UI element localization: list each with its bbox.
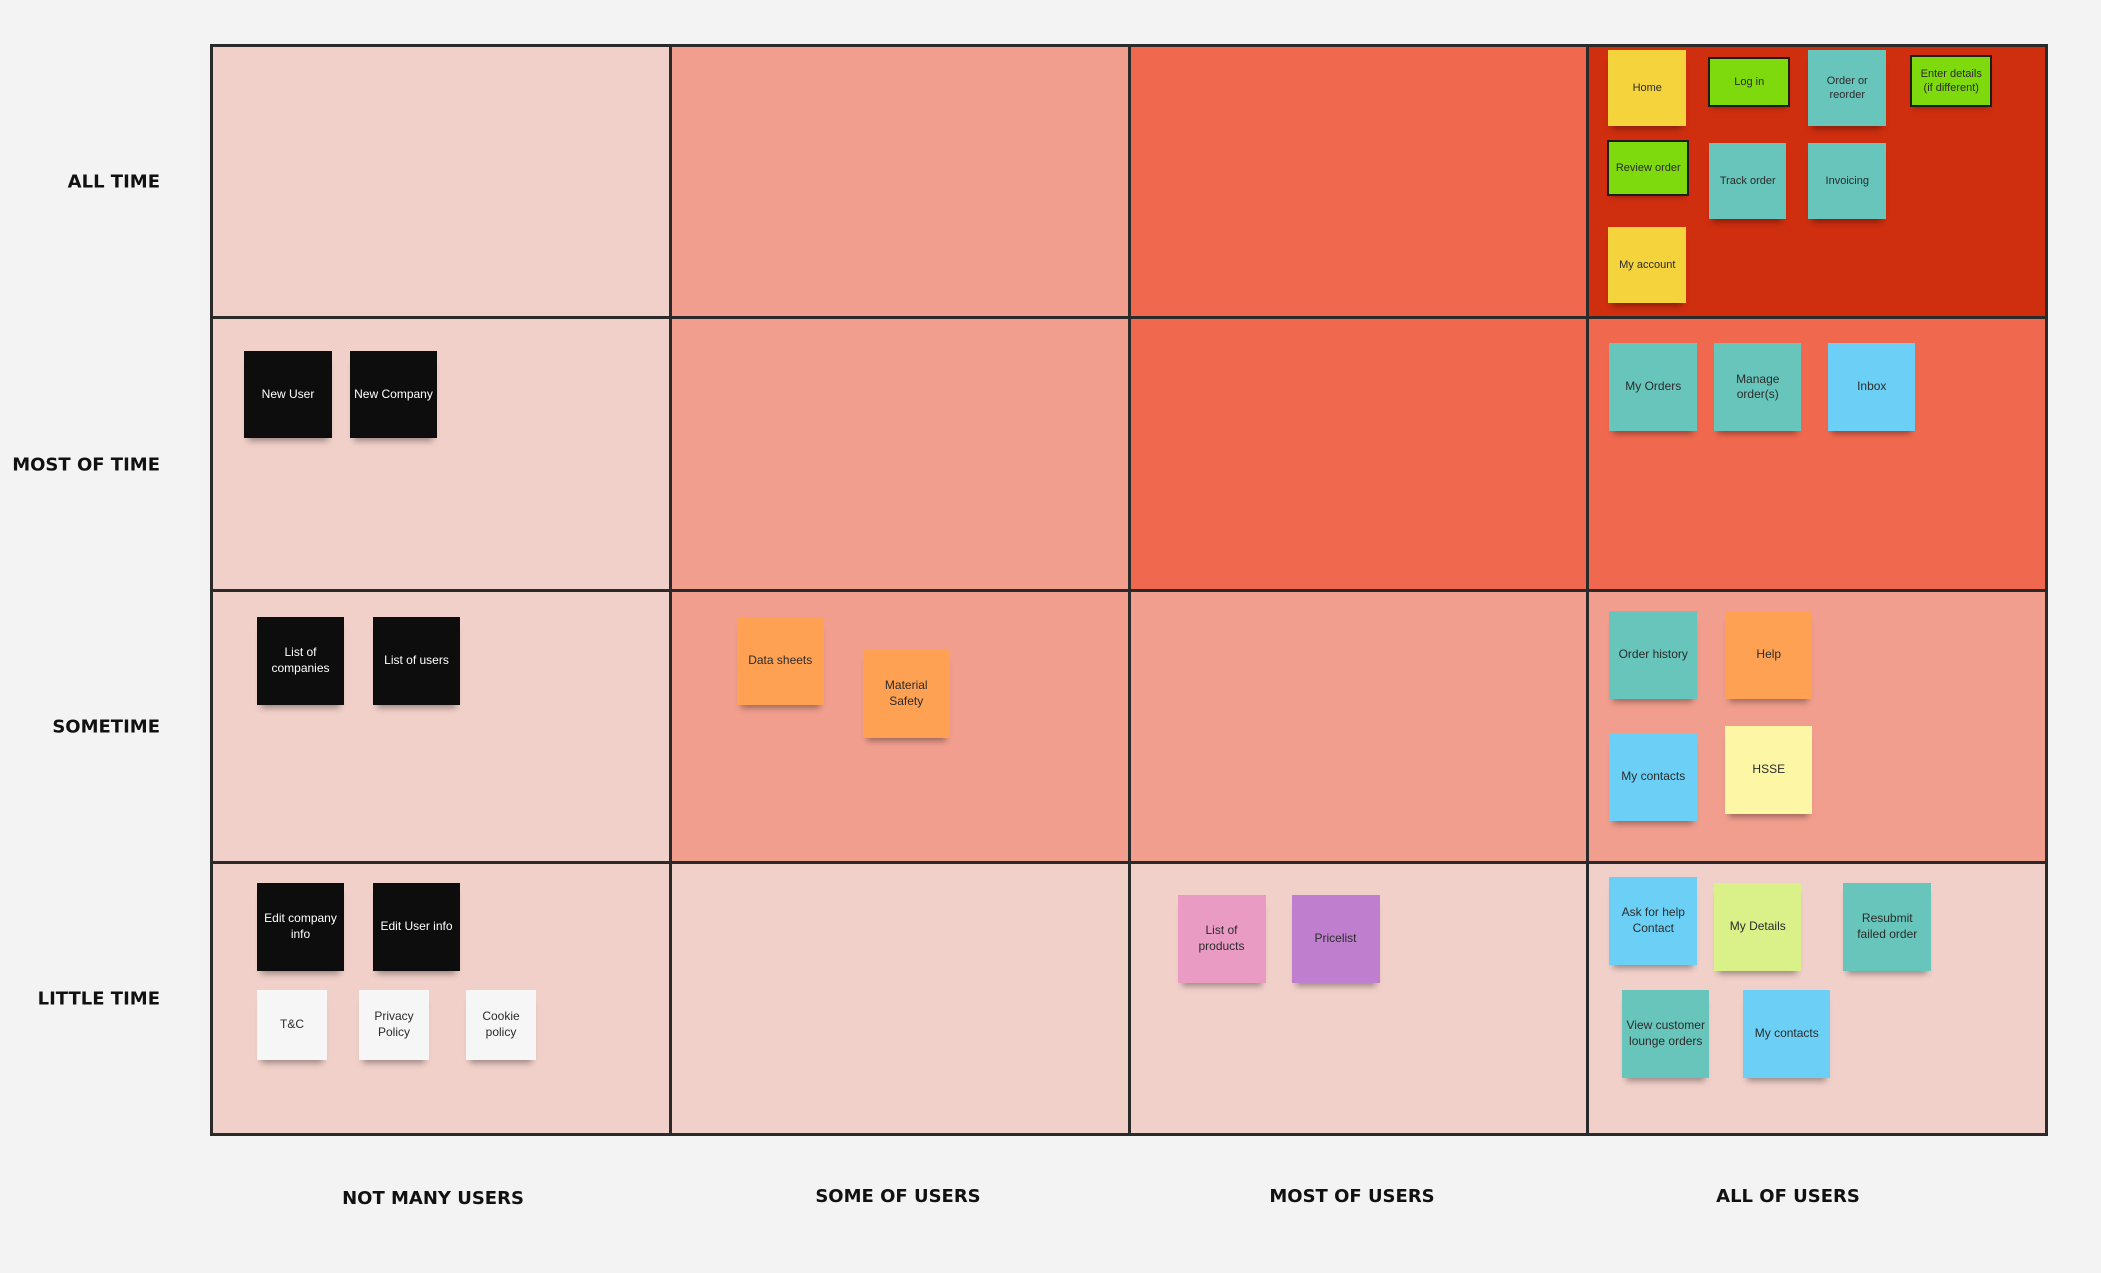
sticky-note-my-details[interactable]: My Details (1714, 882, 1802, 971)
sticky-note-order-history[interactable]: Order history (1609, 610, 1698, 699)
cell-most-of-time-all-of-users: My Orders Manage order(s) Inbox (1589, 319, 2045, 589)
sticky-note-ask-for-help[interactable]: Ask for help Contact (1609, 876, 1698, 965)
sticky-note-order-or-reorder[interactable]: Order or reorder (1808, 50, 1887, 126)
sticky-note-invoicing[interactable]: Invoicing (1808, 143, 1887, 219)
cell-all-time-most-of-users (1130, 47, 1587, 317)
sticky-note-list-of-products[interactable]: List of products (1177, 894, 1266, 983)
sticky-note-my-contacts-little[interactable]: My contacts (1743, 989, 1831, 1078)
sticky-note-help[interactable]: Help (1725, 610, 1813, 699)
column-label-most-of-users: MOST OF USERS (1269, 1186, 1435, 1207)
sticky-note-my-orders[interactable]: My Orders (1609, 343, 1698, 432)
sticky-note-edit-user-info[interactable]: Edit User info (373, 882, 460, 971)
cell-most-of-time-some-of-users (671, 319, 1128, 589)
sticky-note-manage-orders[interactable]: Manage order(s) (1714, 343, 1802, 432)
sticky-note-my-contacts-sometime[interactable]: My contacts (1609, 732, 1698, 821)
column-label-some-of-users: SOME OF USERS (815, 1186, 981, 1207)
sticky-note-inbox[interactable]: Inbox (1828, 343, 1916, 432)
cell-sometime-most-of-users (1130, 591, 1587, 861)
sticky-note-cookie-policy[interactable]: Cookie policy (466, 989, 536, 1060)
sticky-note-track-order[interactable]: Track order (1709, 143, 1787, 219)
sticky-note-my-account[interactable]: My account (1608, 227, 1687, 303)
row-label-most-of-time: MOST OF TIME (12, 454, 160, 476)
sticky-note-edit-company-info[interactable]: Edit company info (257, 882, 344, 971)
cell-sometime-some-of-users: Data sheets Material Safety (671, 591, 1128, 861)
sticky-note-data-sheets[interactable]: Data sheets (736, 616, 824, 705)
priority-grid: Home Log in Order or reorder Enter detai… (210, 44, 2048, 1136)
row-label-little-time: LITTLE TIME (37, 988, 160, 1010)
cell-all-time-some-of-users (671, 47, 1128, 317)
cell-little-time-not-many-users: Edit company info Edit User info T&C Pri… (213, 863, 669, 1133)
cell-little-time-all-of-users: Ask for help Contact My Details Resubmit… (1589, 863, 2045, 1133)
sticky-note-new-company[interactable]: New Company (350, 351, 437, 439)
sticky-note-new-user[interactable]: New User (244, 351, 332, 439)
cell-most-of-time-most-of-users (1130, 319, 1587, 589)
sticky-note-resubmit-failed-order[interactable]: Resubmit failed order (1843, 882, 1932, 971)
sticky-note-list-of-companies[interactable]: List of companies (257, 616, 344, 705)
sticky-note-home[interactable]: Home (1608, 50, 1687, 126)
sticky-note-tc[interactable]: T&C (257, 989, 327, 1060)
sticky-note-view-customer-lounge-orders[interactable]: View customer lounge orders (1622, 989, 1710, 1078)
cell-sometime-all-of-users: Order history Help My contacts HSSE (1589, 591, 2045, 861)
sticky-note-log-in[interactable]: Log in (1708, 57, 1791, 107)
sticky-note-enter-details[interactable]: Enter details (if different) (1910, 55, 1993, 107)
cell-all-time-not-many-users (213, 47, 669, 317)
row-label-sometime: SOMETIME (52, 716, 160, 738)
cell-all-time-all-of-users: Home Log in Order or reorder Enter detai… (1589, 47, 2045, 317)
column-label-all-of-users: ALL OF USERS (1716, 1186, 1860, 1207)
cell-sometime-not-many-users: List of companies List of users (213, 591, 669, 861)
sticky-note-hsse[interactable]: HSSE (1725, 725, 1813, 814)
sticky-note-review-order[interactable]: Review order (1607, 140, 1690, 196)
sticky-note-pricelist[interactable]: Pricelist (1291, 894, 1380, 983)
sticky-note-material-safety[interactable]: Material Safety (862, 649, 950, 738)
cell-little-time-some-of-users (671, 863, 1128, 1133)
row-label-all-time: ALL TIME (67, 171, 160, 193)
sticky-note-privacy-policy[interactable]: Privacy Policy (359, 989, 429, 1060)
cell-little-time-most-of-users: List of products Pricelist (1130, 863, 1587, 1133)
column-label-not-many-users: NOT MANY USERS (342, 1188, 524, 1209)
cell-most-of-time-not-many-users: New User New Company (213, 319, 669, 589)
sticky-note-list-of-users[interactable]: List of users (373, 616, 460, 705)
